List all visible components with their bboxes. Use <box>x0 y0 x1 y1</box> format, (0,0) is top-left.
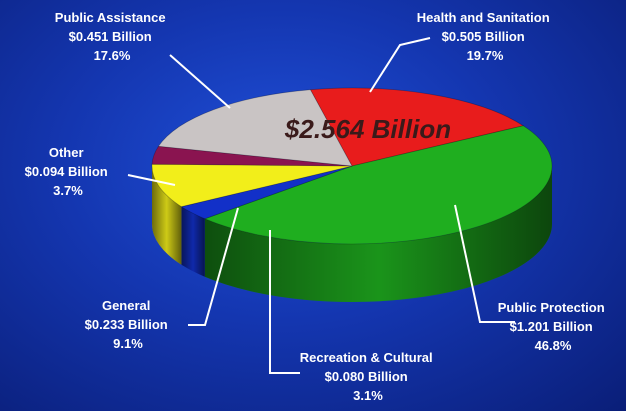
label-public-assistance: Public Assistance $0.451 Billion 17.6% <box>55 10 169 63</box>
slice-health-and-sanitation <box>309 87 525 167</box>
label-recreation-cultural: Recreation & Cultural $0.080 Billion 3.1… <box>300 350 437 403</box>
leader-recreation <box>269 230 300 374</box>
pie-tops <box>151 87 553 245</box>
label-public-protection: Public Protection $1.201 Billion 46.8% <box>498 300 609 353</box>
slice-recreation-and-cultural <box>180 165 353 220</box>
slice-side-recreation-and-cultural <box>181 206 205 277</box>
total-label: $2.564 Billion <box>284 114 451 144</box>
slice-other <box>151 145 353 167</box>
label-other: Other $0.094 Billion 3.7% <box>25 145 112 198</box>
slice-general <box>151 163 353 208</box>
slice-public-protection <box>203 125 553 245</box>
slice-side-general <box>152 166 182 265</box>
leader-other <box>127 174 176 186</box>
leader-general <box>188 207 239 326</box>
slice-side-public-protection <box>204 166 552 303</box>
leader-assistance <box>169 54 231 109</box>
leader-health <box>369 37 431 93</box>
pie-sides <box>152 166 552 303</box>
leader-protection <box>454 204 515 323</box>
label-general: General $0.233 Billion 9.1% <box>85 298 172 351</box>
label-health-sanitation: Health and Sanitation $0.505 Billion 19.… <box>417 10 554 63</box>
slice-public-assistance <box>157 89 353 167</box>
